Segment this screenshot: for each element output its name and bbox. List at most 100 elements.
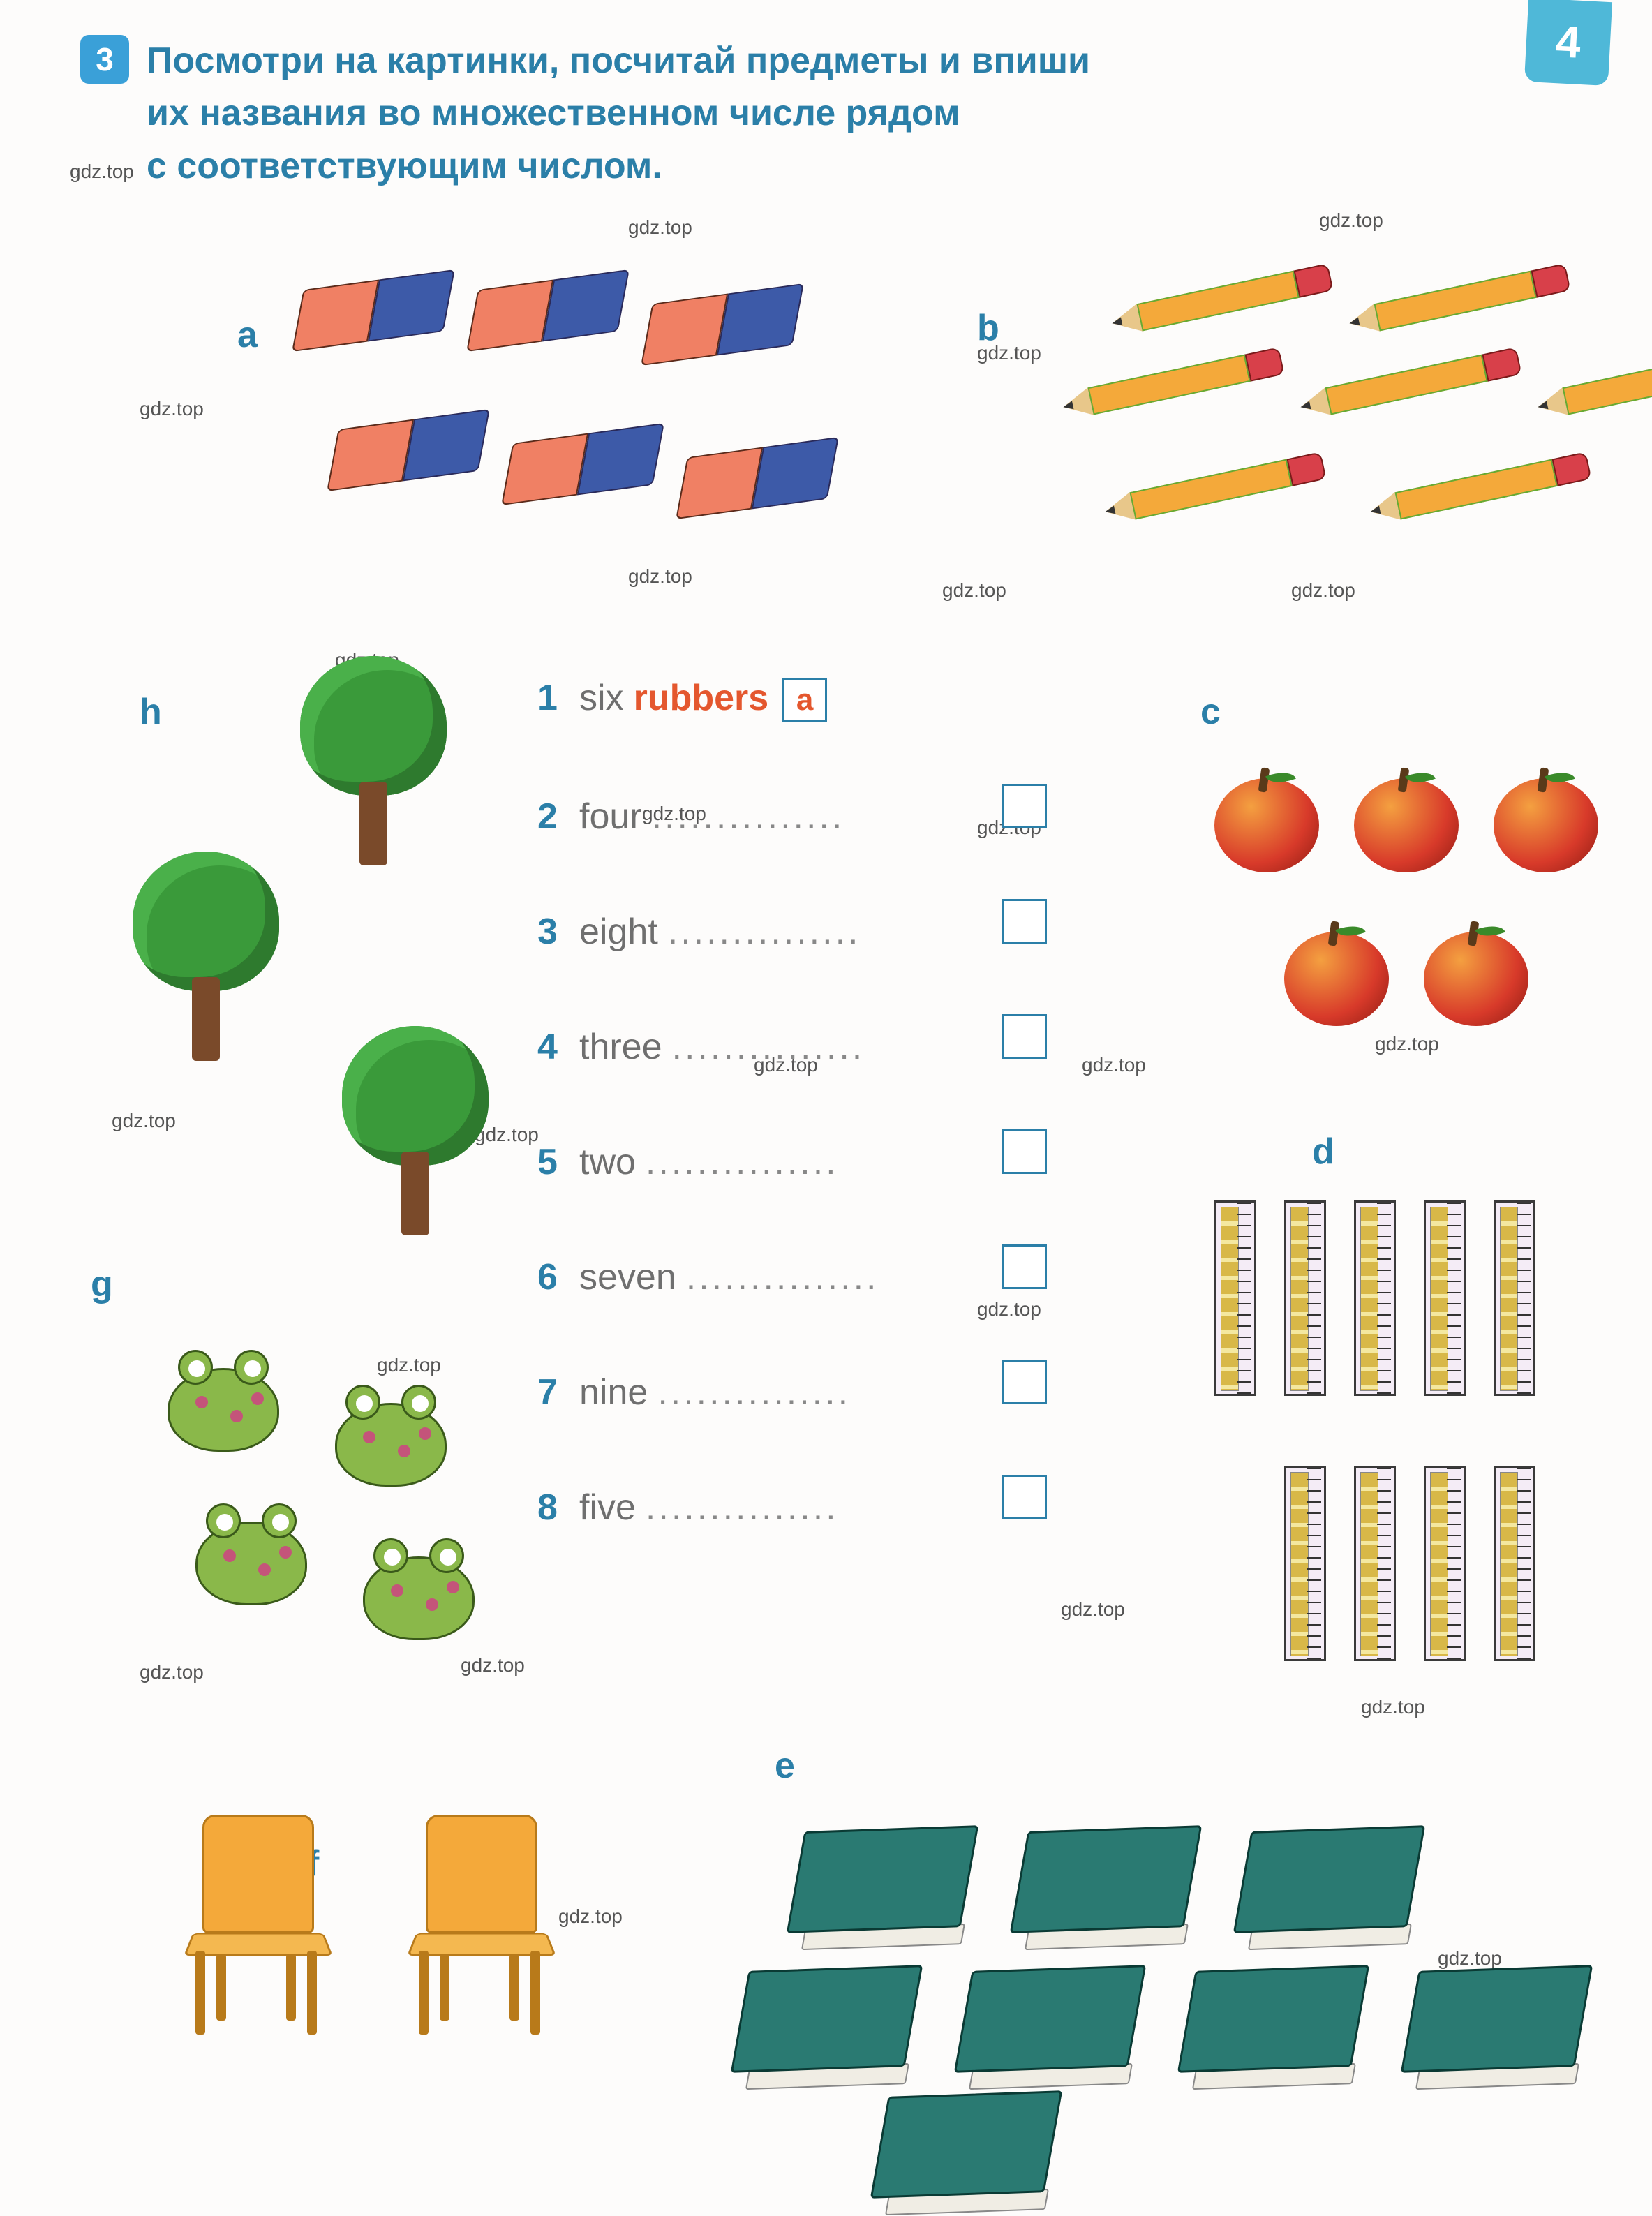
watermark-text: gdz.top bbox=[628, 565, 692, 588]
eraser-icon bbox=[509, 433, 656, 496]
answer-box[interactable] bbox=[1002, 784, 1047, 828]
row-blank[interactable]: ............... bbox=[646, 1141, 988, 1183]
tree-icon bbox=[126, 852, 286, 1061]
answer-box[interactable] bbox=[1002, 1129, 1047, 1174]
book-icon bbox=[796, 1829, 970, 1947]
frog-icon bbox=[349, 1535, 489, 1647]
pencil-icon bbox=[1110, 286, 1333, 314]
answer-list: 1 six rubbers a 2 four ............... 3… bbox=[537, 677, 1047, 1590]
instructions: Посмотри на картинки, посчитай предметы … bbox=[147, 35, 1333, 193]
eraser-icon bbox=[475, 279, 621, 342]
module-badge: 4 bbox=[1524, 0, 1612, 86]
instruction-line: их названия во множественном числе рядом bbox=[147, 87, 1333, 140]
watermark-text: gdz.top bbox=[1291, 579, 1355, 602]
watermark-text: gdz.top bbox=[1082, 1054, 1146, 1076]
pencil-icon bbox=[1298, 370, 1521, 398]
watermark-text: gdz.top bbox=[461, 1654, 525, 1676]
ruler-icon bbox=[1494, 1466, 1535, 1661]
ruler-icon bbox=[1424, 1200, 1466, 1396]
task-number-badge: 3 bbox=[80, 35, 129, 84]
pencil-icon bbox=[1535, 370, 1652, 398]
row-word: four bbox=[579, 796, 642, 838]
frog-icon bbox=[181, 1501, 321, 1612]
answer-row: 3 eight ............... bbox=[537, 899, 1047, 953]
watermark-text: gdz.top bbox=[942, 579, 1006, 602]
group-label-e: e bbox=[775, 1745, 795, 1787]
answer-box[interactable] bbox=[1002, 899, 1047, 944]
ruler-icon bbox=[1284, 1466, 1326, 1661]
group-label-g: g bbox=[91, 1263, 113, 1305]
group-label-a: a bbox=[237, 314, 258, 356]
ruler-icon bbox=[1284, 1200, 1326, 1396]
row-number: 6 bbox=[537, 1256, 579, 1298]
answer-box[interactable] bbox=[1002, 1014, 1047, 1059]
book-icon bbox=[879, 2094, 1054, 2213]
row-blank[interactable]: ............... bbox=[657, 1371, 988, 1413]
row-word: nine bbox=[579, 1371, 648, 1413]
row-number: 2 bbox=[537, 796, 579, 838]
row-blank[interactable]: ............... bbox=[646, 1487, 988, 1529]
eraser-icon bbox=[300, 279, 447, 342]
apple-icon bbox=[1354, 768, 1459, 872]
watermark-text: gdz.top bbox=[140, 1661, 204, 1683]
chair-icon bbox=[181, 1815, 335, 2038]
pencil-icon bbox=[1061, 370, 1284, 398]
apple-icon bbox=[1214, 768, 1319, 872]
answer-row: 2 four ............... bbox=[537, 784, 1047, 838]
watermark-text: gdz.top bbox=[1319, 209, 1383, 232]
watermark-text: gdz.top bbox=[1375, 1033, 1439, 1055]
ruler-icon bbox=[1424, 1466, 1466, 1661]
watermark-text: gdz.top bbox=[112, 1110, 176, 1132]
answer-row: 7 nine ............... bbox=[537, 1360, 1047, 1413]
row-blank[interactable]: ............... bbox=[686, 1256, 988, 1298]
row-blank[interactable]: ............... bbox=[652, 796, 988, 838]
frog-icon bbox=[321, 1382, 461, 1494]
row-word: six bbox=[579, 677, 624, 719]
ruler-icon bbox=[1354, 1466, 1396, 1661]
answer-box[interactable]: a bbox=[782, 678, 827, 722]
row-number: 1 bbox=[537, 677, 579, 719]
watermark-text: gdz.top bbox=[628, 216, 692, 239]
row-blank[interactable]: ............... bbox=[668, 911, 988, 953]
book-icon bbox=[1242, 1829, 1417, 1947]
watermark-text: gdz.top bbox=[140, 398, 204, 420]
answer-box[interactable] bbox=[1002, 1244, 1047, 1289]
answer-row: 6 seven ............... bbox=[537, 1244, 1047, 1298]
watermark-text: gdz.top bbox=[1361, 1696, 1425, 1718]
frog-icon bbox=[154, 1347, 293, 1459]
pencil-icon bbox=[1103, 475, 1326, 503]
answer-row: 5 two ............... bbox=[537, 1129, 1047, 1183]
ruler-icon bbox=[1494, 1200, 1535, 1396]
row-blank[interactable]: ............... bbox=[672, 1026, 988, 1068]
eraser-icon bbox=[684, 447, 831, 510]
answer-row: 4 three ............... bbox=[537, 1014, 1047, 1068]
row-word: eight bbox=[579, 911, 658, 953]
watermark-text: gdz.top bbox=[1438, 1947, 1502, 1970]
instruction-line: с соответствующим числом. bbox=[147, 140, 1333, 193]
answer-box[interactable] bbox=[1002, 1475, 1047, 1519]
row-number: 7 bbox=[537, 1371, 579, 1413]
group-label-h: h bbox=[140, 691, 162, 733]
answer-row: 1 six rubbers a bbox=[537, 677, 1047, 722]
row-number: 4 bbox=[537, 1026, 579, 1068]
apple-icon bbox=[1424, 921, 1528, 1026]
pencil-icon bbox=[1368, 475, 1591, 503]
watermark-text: gdz.top bbox=[377, 1354, 441, 1376]
row-number: 8 bbox=[537, 1487, 579, 1529]
apple-icon bbox=[1494, 768, 1598, 872]
chair-icon bbox=[405, 1815, 558, 2038]
row-number: 5 bbox=[537, 1141, 579, 1183]
row-number: 3 bbox=[537, 911, 579, 953]
book-icon bbox=[1410, 1968, 1584, 2087]
row-word: three bbox=[579, 1026, 662, 1068]
answer-row: 8 five ............... bbox=[537, 1475, 1047, 1529]
pencil-icon bbox=[1347, 286, 1570, 314]
ruler-icon bbox=[1214, 1200, 1256, 1396]
row-word: seven bbox=[579, 1256, 676, 1298]
tree-icon bbox=[335, 1026, 496, 1235]
answer-box[interactable] bbox=[1002, 1360, 1047, 1404]
row-word: two bbox=[579, 1141, 636, 1183]
watermark-text: gdz.top bbox=[558, 1905, 623, 1928]
book-icon bbox=[963, 1968, 1138, 2087]
apple-icon bbox=[1284, 921, 1389, 1026]
